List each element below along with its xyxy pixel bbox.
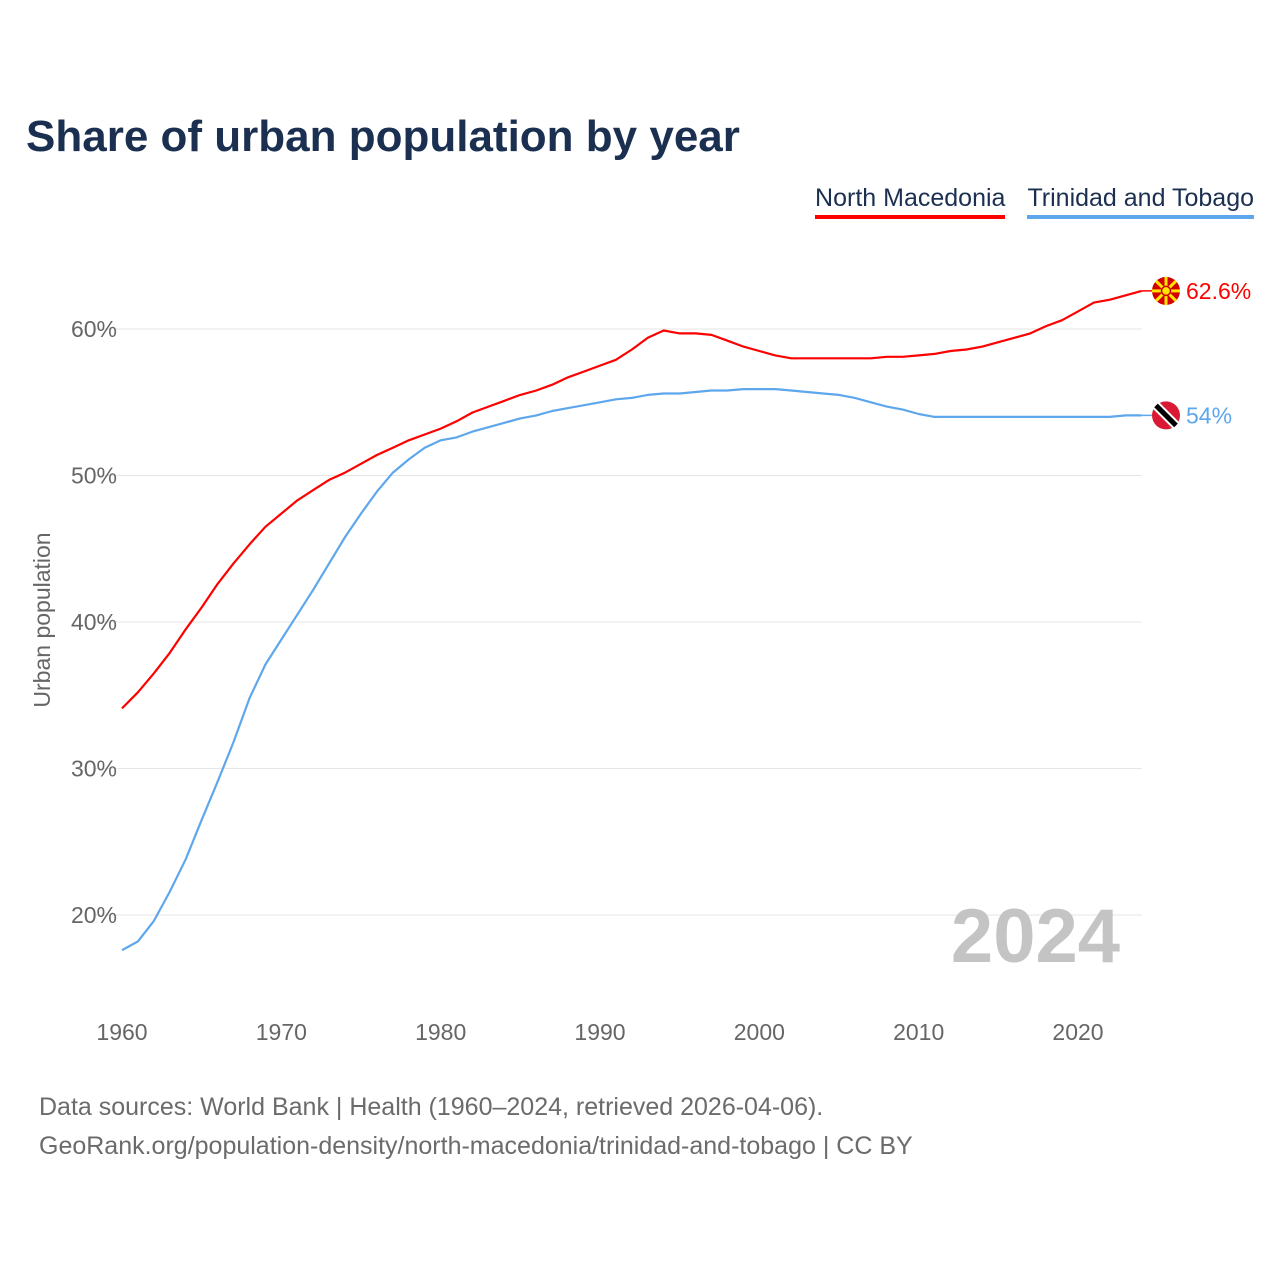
y-tick-label: 20%	[71, 902, 117, 928]
x-tick-label: 2000	[734, 1019, 785, 1045]
series-line-north-macedonia	[121, 289, 1142, 710]
series-line-trinidad-and-tobago	[121, 388, 1142, 952]
end-value-label: 62.6%	[1186, 278, 1251, 304]
x-tick-label: 1990	[574, 1019, 625, 1045]
flag-sun	[1160, 285, 1172, 297]
x-tick-label: 1980	[415, 1019, 466, 1045]
legend-item-trinidad-and-tobago[interactable]: Trinidad and Tobago	[1027, 184, 1254, 219]
x-tick-label: 2010	[893, 1019, 944, 1045]
data-sources: Data sources: World Bank | Health (1960–…	[39, 1093, 824, 1121]
end-value-label: 54%	[1186, 402, 1232, 428]
y-axis-label: Urban population	[29, 532, 55, 707]
chart-title: Share of urban population by year	[26, 112, 740, 161]
flag-stripe	[1154, 403, 1178, 428]
y-tick-label: 40%	[71, 609, 117, 635]
y-tick-label: 50%	[71, 463, 117, 489]
y-tick-label: 60%	[71, 316, 117, 342]
legend-item-north-macedonia[interactable]: North Macedonia	[815, 184, 1006, 219]
x-tick-label: 2020	[1052, 1019, 1103, 1045]
x-tick-label: 1970	[256, 1019, 307, 1045]
footer: Data sources: World Bank | Health (1960–…	[39, 1088, 913, 1166]
y-tick-label: 30%	[71, 756, 117, 782]
source-link[interactable]: GeoRank.org/population-density/north-mac…	[39, 1132, 913, 1160]
legend: North Macedonia Trinidad and Tobago	[815, 184, 1254, 219]
year-watermark: 2024	[951, 894, 1120, 979]
x-tick-label: 1960	[96, 1019, 147, 1045]
